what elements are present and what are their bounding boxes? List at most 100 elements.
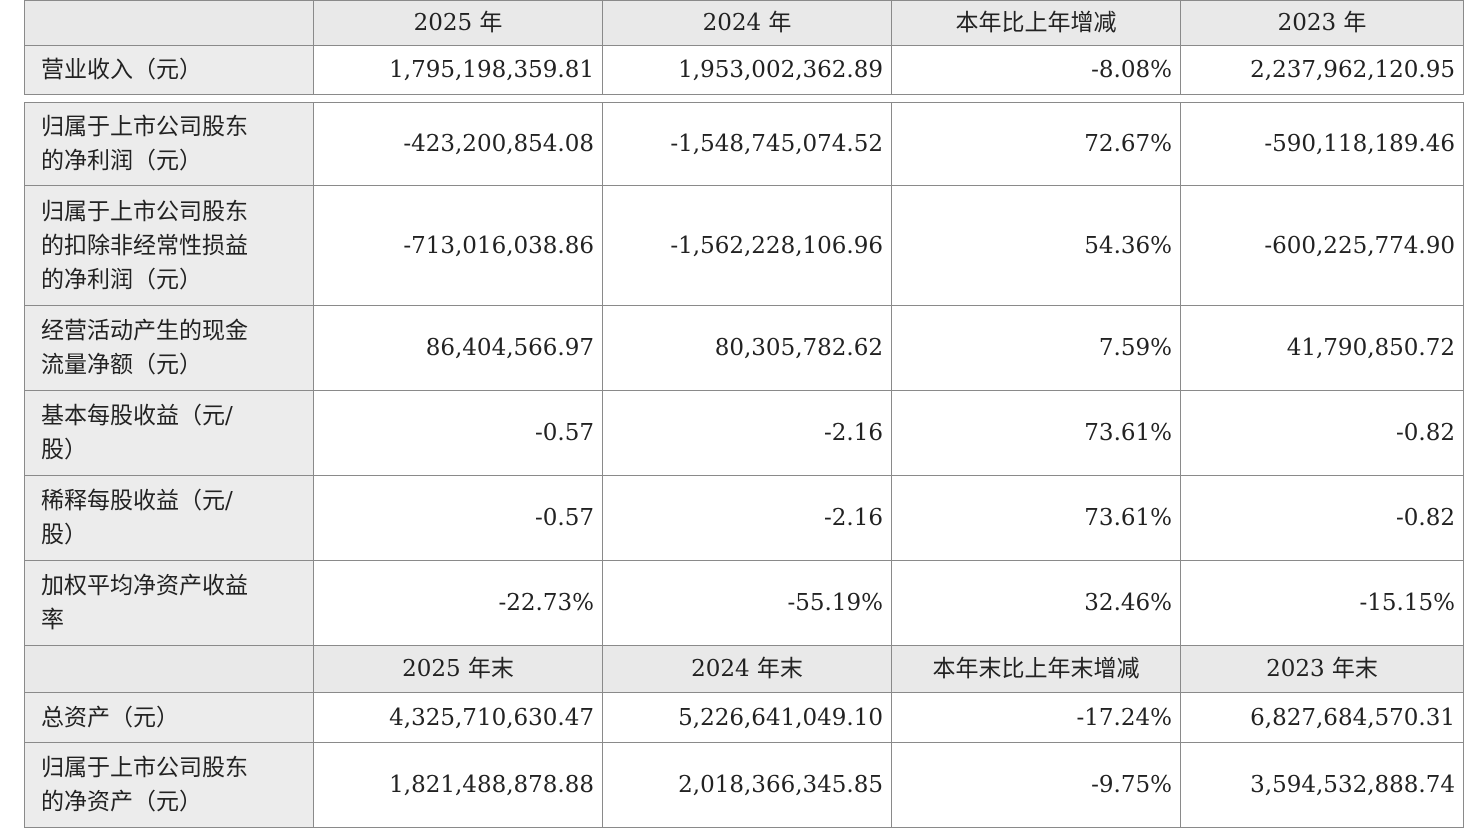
value-text: -17.24% bbox=[1076, 704, 1172, 731]
value-text: -9.75% bbox=[1091, 772, 1172, 798]
label-line: 归属于上市公司股东 bbox=[41, 755, 248, 781]
value-cell: -2.16 bbox=[602, 475, 892, 561]
value-cell: 5,226,641,049.10 bbox=[602, 692, 892, 743]
row-label: 营业收入（元） bbox=[24, 45, 314, 95]
label-line: 的净利润（元） bbox=[41, 266, 202, 293]
row-label: 稀释每股收益（元/股） bbox=[24, 475, 314, 561]
header-cell: 2025 年末 bbox=[313, 645, 603, 693]
value-cell: -600,225,774.90 bbox=[1180, 185, 1464, 306]
value-cell: 80,305,782.62 bbox=[602, 305, 892, 391]
row-label: 归属于上市公司股东 的净利润（元） bbox=[24, 102, 314, 186]
header-text: 本年末比上年末增减 bbox=[932, 656, 1140, 682]
value-text: -2.16 bbox=[824, 505, 883, 531]
header-text: 2025 年末 bbox=[402, 656, 514, 682]
value-text: -1,562,228,106.96 bbox=[670, 232, 883, 259]
value-text: -22.73% bbox=[498, 590, 594, 616]
row-label: 归属于上市公司股东 的扣除非经常性损益 的净利润（元） bbox=[24, 185, 314, 306]
value-cell: 6,827,684,570.31 bbox=[1180, 692, 1464, 743]
value-cell: 1,821,488,878.88 bbox=[313, 742, 603, 828]
value-cell: -590,118,189.46 bbox=[1180, 102, 1464, 186]
row-label: 总资产（元） bbox=[24, 692, 314, 743]
value-cell: 73.61% bbox=[891, 475, 1181, 561]
header-cell: 2024 年 bbox=[602, 0, 892, 46]
label-line: 流量净额（元） bbox=[41, 352, 202, 378]
label-line: 归属于上市公司股东 bbox=[41, 198, 248, 225]
value-cell: 2,237,962,120.95 bbox=[1180, 45, 1464, 95]
value-text: 86,404,566.97 bbox=[425, 335, 594, 361]
value-cell: -0.57 bbox=[313, 390, 603, 476]
label-line: 率 bbox=[41, 607, 64, 633]
header-text: 本年比上年增减 bbox=[955, 10, 1117, 36]
value-text: -600,225,774.90 bbox=[1264, 232, 1455, 259]
header-text: 2025 年 bbox=[413, 10, 503, 36]
value-text: 54.36% bbox=[1084, 232, 1172, 259]
label-line: 稀释每股收益（元/ bbox=[41, 488, 233, 514]
value-text: 2,237,962,120.95 bbox=[1250, 57, 1455, 83]
value-text: -15.15% bbox=[1359, 590, 1455, 616]
value-text: 73.61% bbox=[1084, 420, 1172, 446]
value-text: 1,953,002,362.89 bbox=[678, 57, 883, 83]
value-text: -1,548,745,074.52 bbox=[670, 131, 883, 157]
value-text: 7.59% bbox=[1098, 335, 1172, 361]
header-cell: 本年比上年增减 bbox=[891, 0, 1181, 46]
value-text: 1,795,198,359.81 bbox=[389, 57, 594, 83]
value-text: -2.16 bbox=[824, 420, 883, 446]
header-cell: 2024 年末 bbox=[602, 645, 892, 693]
value-text: -713,016,038.86 bbox=[403, 232, 594, 259]
value-cell: -8.08% bbox=[891, 45, 1181, 95]
label-line: 的扣除非经常性损益 bbox=[41, 232, 248, 259]
value-cell: 1,795,198,359.81 bbox=[313, 45, 603, 95]
header-cell: 2023 年 bbox=[1180, 0, 1464, 46]
value-text: -590,118,189.46 bbox=[1264, 131, 1455, 157]
value-cell: 72.67% bbox=[891, 102, 1181, 186]
value-text: 80,305,782.62 bbox=[714, 335, 883, 361]
value-cell: -22.73% bbox=[313, 560, 603, 646]
label-line: 的净利润（元） bbox=[41, 148, 202, 174]
value-cell: 54.36% bbox=[891, 185, 1181, 306]
label-line: 总资产（元） bbox=[41, 704, 179, 731]
value-text: -0.82 bbox=[1396, 505, 1455, 531]
value-cell: -9.75% bbox=[891, 742, 1181, 828]
value-text: 73.61% bbox=[1084, 505, 1172, 531]
label-line: 加权平均净资产收益 bbox=[41, 573, 248, 599]
label-line: 的净资产（元） bbox=[41, 789, 202, 815]
value-text: 4,325,710,630.47 bbox=[389, 704, 594, 731]
value-text: -0.57 bbox=[535, 505, 594, 531]
row-label: 归属于上市公司股东 的净资产（元） bbox=[24, 742, 314, 828]
header-text: 2023 年末 bbox=[1266, 656, 1378, 682]
label-line: 基本每股收益（元/ bbox=[41, 403, 233, 429]
value-cell: -2.16 bbox=[602, 390, 892, 476]
value-cell: 1,953,002,362.89 bbox=[602, 45, 892, 95]
header-text: 2024 年 bbox=[702, 10, 792, 36]
header-corner bbox=[24, 645, 314, 693]
value-cell: 4,325,710,630.47 bbox=[313, 692, 603, 743]
value-cell: 73.61% bbox=[891, 390, 1181, 476]
header-corner bbox=[24, 0, 314, 46]
value-text: -423,200,854.08 bbox=[403, 131, 594, 157]
label-line: 经营活动产生的现金 bbox=[41, 318, 248, 344]
value-text: -0.82 bbox=[1396, 420, 1455, 446]
value-text: -8.08% bbox=[1091, 57, 1172, 83]
value-cell: 32.46% bbox=[891, 560, 1181, 646]
value-cell: -423,200,854.08 bbox=[313, 102, 603, 186]
value-cell: 86,404,566.97 bbox=[313, 305, 603, 391]
value-text: 32.46% bbox=[1084, 590, 1172, 616]
value-cell: -0.57 bbox=[313, 475, 603, 561]
header-cell: 2025 年 bbox=[313, 0, 603, 46]
header-text: 2024 年末 bbox=[691, 656, 803, 682]
label-line: 股） bbox=[41, 437, 87, 463]
value-cell: -713,016,038.86 bbox=[313, 185, 603, 306]
value-text: 3,594,532,888.74 bbox=[1250, 772, 1455, 798]
value-cell: -15.15% bbox=[1180, 560, 1464, 646]
label-line: 股） bbox=[41, 522, 87, 548]
value-text: 41,790,850.72 bbox=[1286, 335, 1455, 361]
header-text: 2023 年 bbox=[1277, 10, 1367, 36]
value-cell: 2,018,366,345.85 bbox=[602, 742, 892, 828]
value-text: -0.57 bbox=[535, 420, 594, 446]
row-label: 基本每股收益（元/股） bbox=[24, 390, 314, 476]
value-cell: -55.19% bbox=[602, 560, 892, 646]
header-cell: 本年末比上年末增减 bbox=[891, 645, 1181, 693]
row-label: 经营活动产生的现金 流量净额（元） bbox=[24, 305, 314, 391]
value-text: 1,821,488,878.88 bbox=[389, 772, 594, 798]
